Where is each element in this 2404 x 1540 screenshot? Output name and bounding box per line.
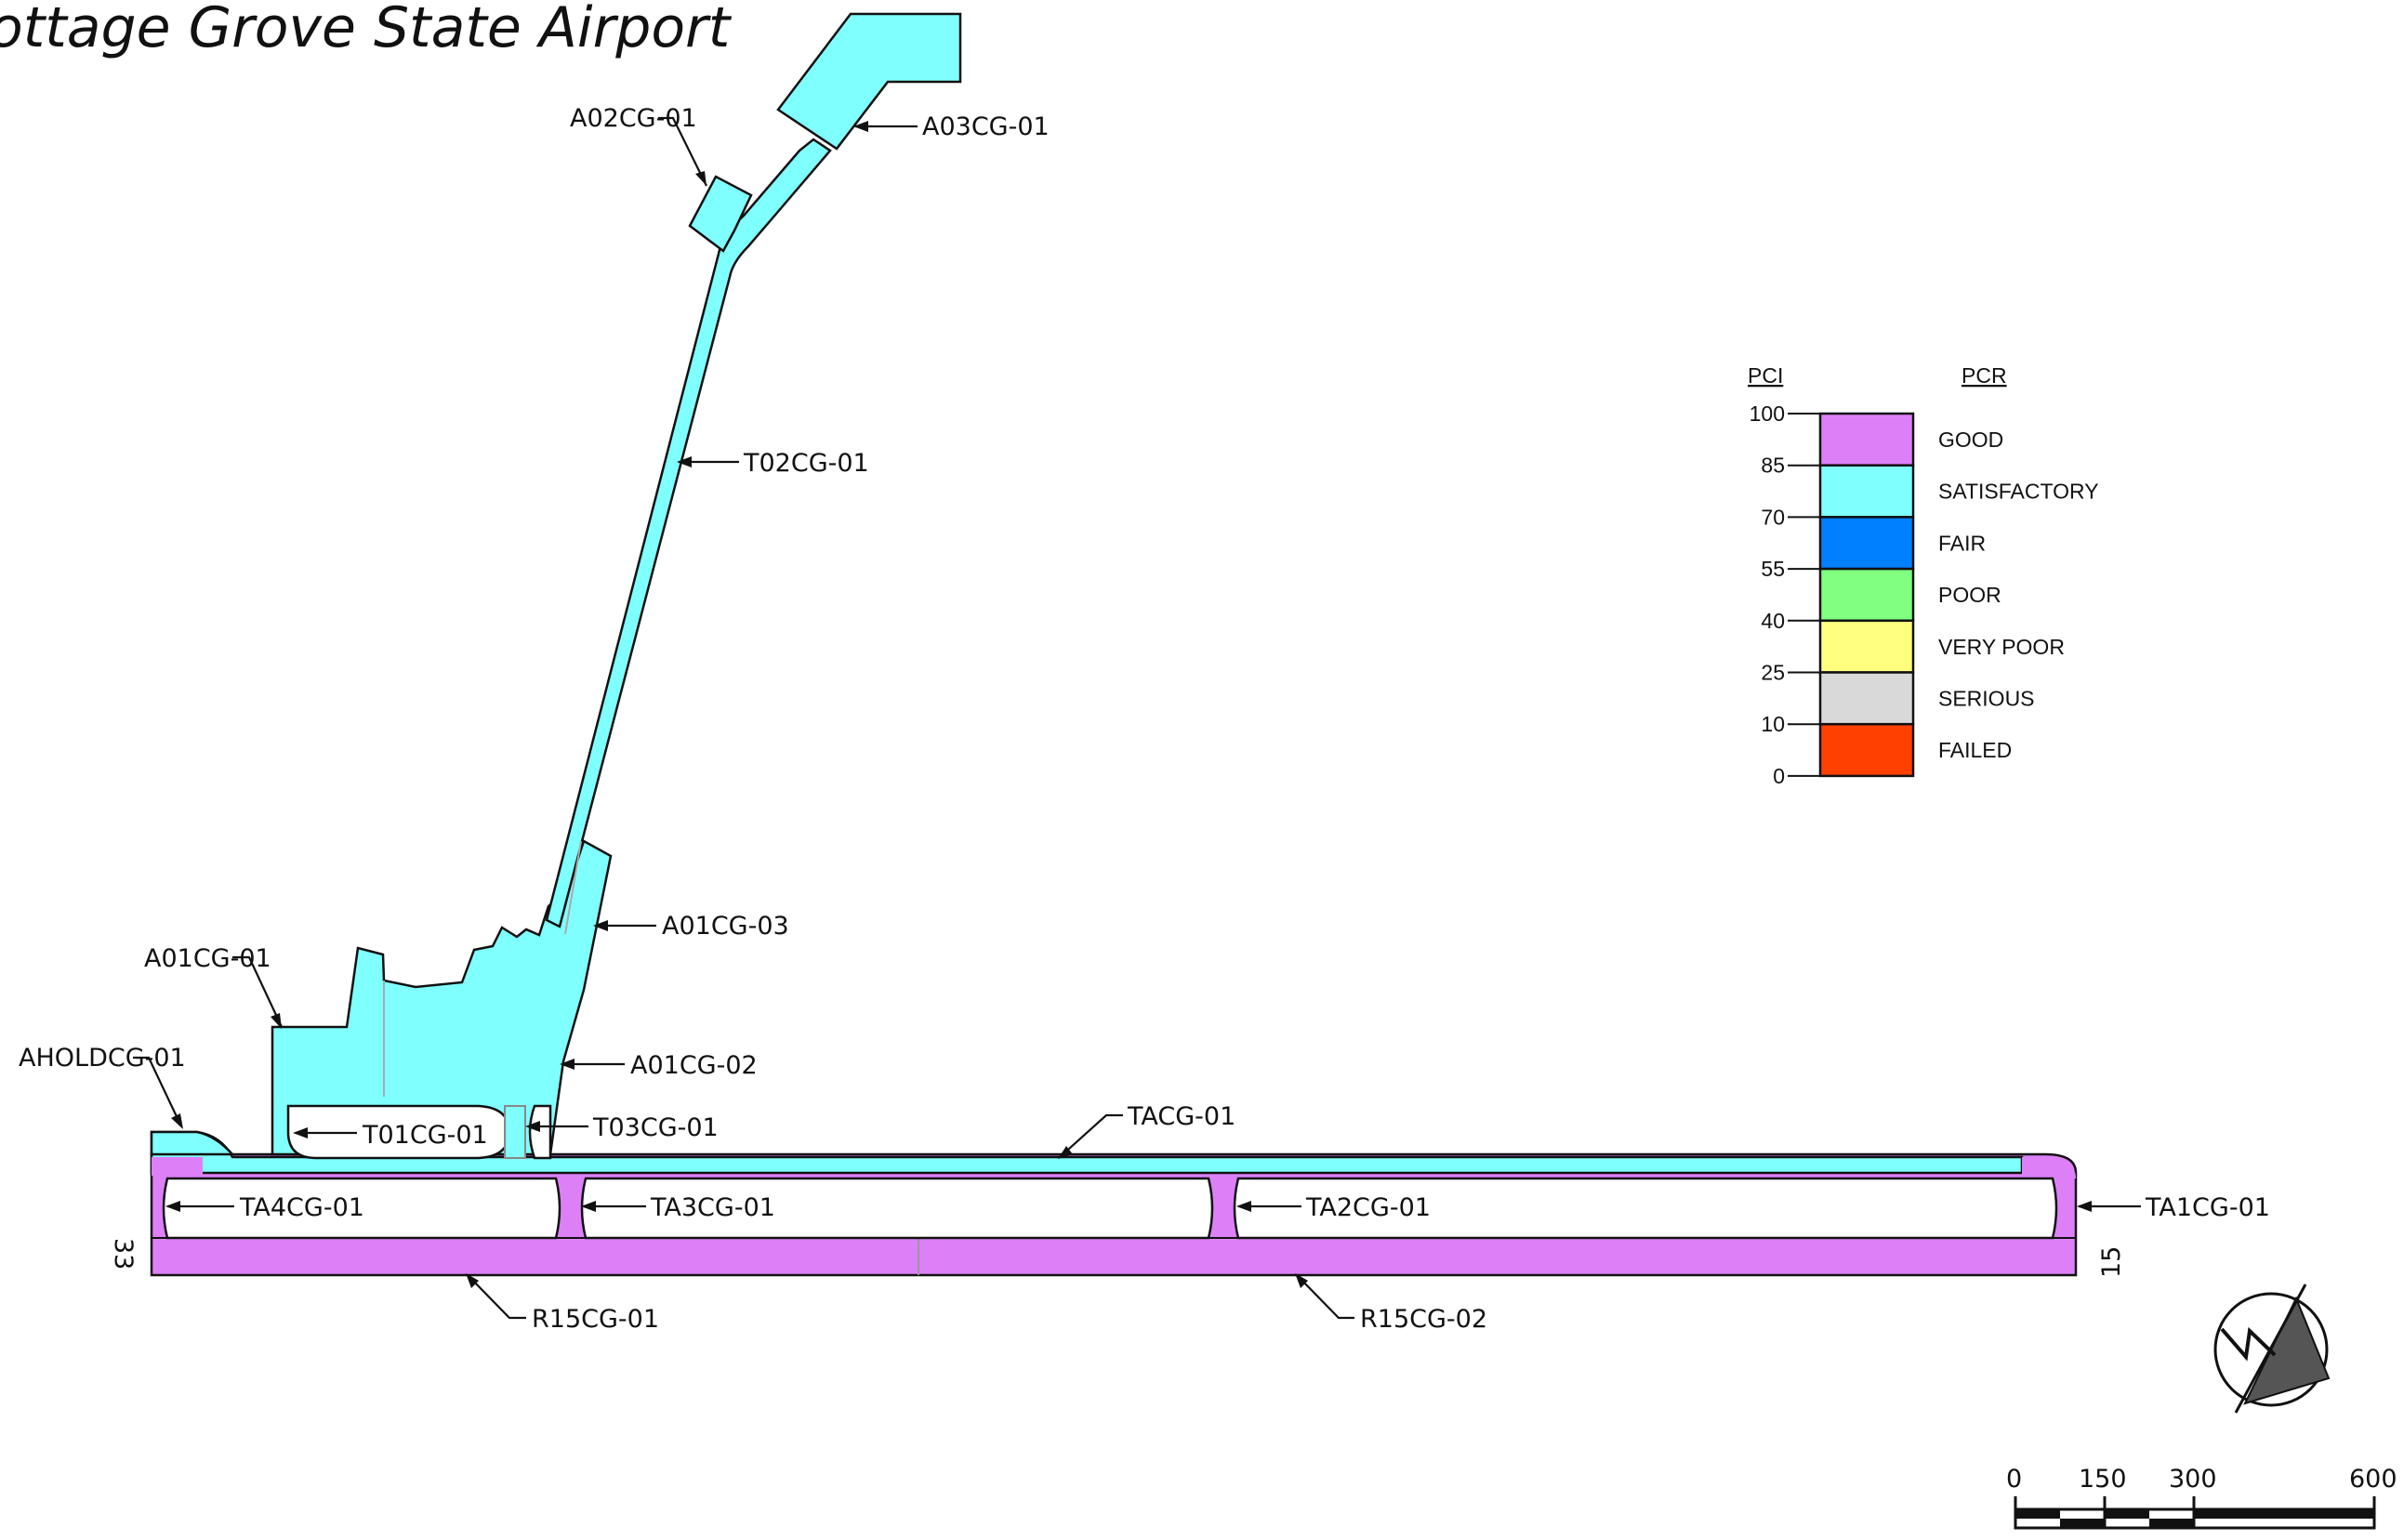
taxiway-t02 (545, 138, 832, 928)
runway-end-33: 33 (109, 1238, 138, 1270)
legend-swatch-very-poor (1818, 619, 1915, 674)
leader-ahold (133, 1056, 182, 1127)
arrowhead (165, 1201, 180, 1212)
infield-ta2 (1233, 1177, 2058, 1240)
legend-pcr-header: PCR (1962, 363, 2007, 388)
label-ta4: TA4CG-01 (239, 1193, 364, 1222)
apron-a02 (688, 175, 753, 253)
runway-end-15: 15 (2097, 1246, 2126, 1278)
ahold-apron (150, 1130, 235, 1156)
legend-swatch-poor (1818, 567, 1915, 623)
legend-tick-label: 85 (1761, 454, 1785, 478)
label-ahold: AHOLDCG-01 (19, 1044, 186, 1073)
infield-ta3 (580, 1177, 1214, 1240)
legend-tick-label: 25 (1761, 661, 1785, 685)
legend-swatch-serious (1818, 671, 1915, 726)
arrowhead (853, 121, 868, 132)
label-t02: T02CG-01 (743, 449, 869, 478)
legend-tick-label: 0 (1773, 764, 1785, 788)
label-a02: A02CG-01 (570, 104, 697, 133)
legend-swatch-fair (1818, 516, 1915, 571)
scale-label-150: 150 (2079, 1465, 2127, 1494)
apron-a01 (271, 839, 613, 1156)
legend-swatch-failed (1818, 722, 1915, 778)
legend-label: SERIOUS (1938, 687, 2035, 711)
leader-tacg (1059, 1113, 1123, 1158)
legend-tick-label: 10 (1761, 712, 1785, 736)
arrowhead (1058, 1146, 1073, 1159)
apron-joint (564, 840, 582, 935)
label-r15-01: R15CG-01 (532, 1305, 659, 1334)
infield-ta4 (162, 1177, 561, 1240)
label-a01-01: A01CG-01 (144, 944, 271, 973)
arrowhead (560, 1059, 575, 1070)
label-ta3: TA3CG-01 (650, 1193, 775, 1222)
label-r15-02: R15CG-02 (1360, 1305, 1487, 1334)
label-a01-03: A01CG-03 (662, 912, 789, 941)
legend-label: SATISFACTORY (1938, 480, 2099, 504)
legend-swatch-good (1818, 412, 1915, 467)
map-title: ottage Grove State Airport (0, 0, 733, 60)
arrowhead (593, 920, 608, 931)
label-tacg: TACG-01 (1127, 1102, 1235, 1131)
arrowhead (1295, 1273, 1308, 1288)
legend-tick-label: 55 (1761, 557, 1785, 581)
legend-label: GOOD (1938, 428, 2003, 452)
opening-t01 (286, 1104, 511, 1160)
legend-boxes (1818, 412, 1915, 778)
arrowhead (2077, 1201, 2092, 1212)
legend-label: FAILED (1938, 738, 2012, 762)
scale-label-0: 0 (2006, 1465, 2022, 1494)
label-ta1: TA1CG-01 (2145, 1193, 2270, 1222)
leader-r15-01 (467, 1274, 526, 1320)
legend-tick-label: 40 (1761, 609, 1785, 633)
arrowhead (293, 1127, 308, 1139)
taxiway-west-end (152, 1157, 203, 1176)
arrowhead (1236, 1201, 1251, 1212)
leader-a02 (658, 116, 707, 187)
arrowhead (525, 1121, 540, 1132)
label-t01: T01CG-01 (362, 1121, 488, 1150)
legend-label: FAIR (1938, 531, 1986, 555)
arrowhead (466, 1273, 479, 1288)
legend-tick-label: 100 (1750, 401, 1785, 426)
apron-a03 (776, 12, 962, 151)
label-a01-02: A01CG-02 (630, 1051, 758, 1080)
connector-t03 (504, 1105, 526, 1159)
label-t03: T03CG-01 (592, 1113, 719, 1142)
arrowhead (271, 1013, 282, 1029)
scale-bar: 0 150 300 600 (2006, 1465, 2397, 1530)
legend-labels: GOOD SATISFACTORY FAIR POOR VERY POOR SERIOUS… (1938, 428, 2099, 762)
scale-label-300: 300 (2169, 1465, 2217, 1494)
taxiway-east-end (2022, 1157, 2076, 1178)
legend-swatch-satisfactory (1818, 464, 1915, 519)
label-ta2: TA2CG-01 (1305, 1193, 1431, 1222)
legend-label: VERY POOR (1938, 635, 2065, 659)
label-a03: A03CG-01 (922, 112, 1050, 141)
leader-a01-01 (232, 955, 283, 1028)
arrowhead (581, 1201, 596, 1212)
arrowhead (171, 1113, 183, 1129)
legend-pci-header: PCI (1748, 363, 1783, 388)
north-arrow-icon (2213, 1283, 2331, 1414)
legend-tick-label: 70 (1761, 505, 1785, 529)
leader-r15-02 (1296, 1274, 1354, 1320)
arrowhead (695, 171, 707, 186)
scale-label-600: 600 (2349, 1465, 2397, 1494)
legend-label: POOR (1938, 583, 2001, 607)
arrowhead (677, 456, 692, 467)
